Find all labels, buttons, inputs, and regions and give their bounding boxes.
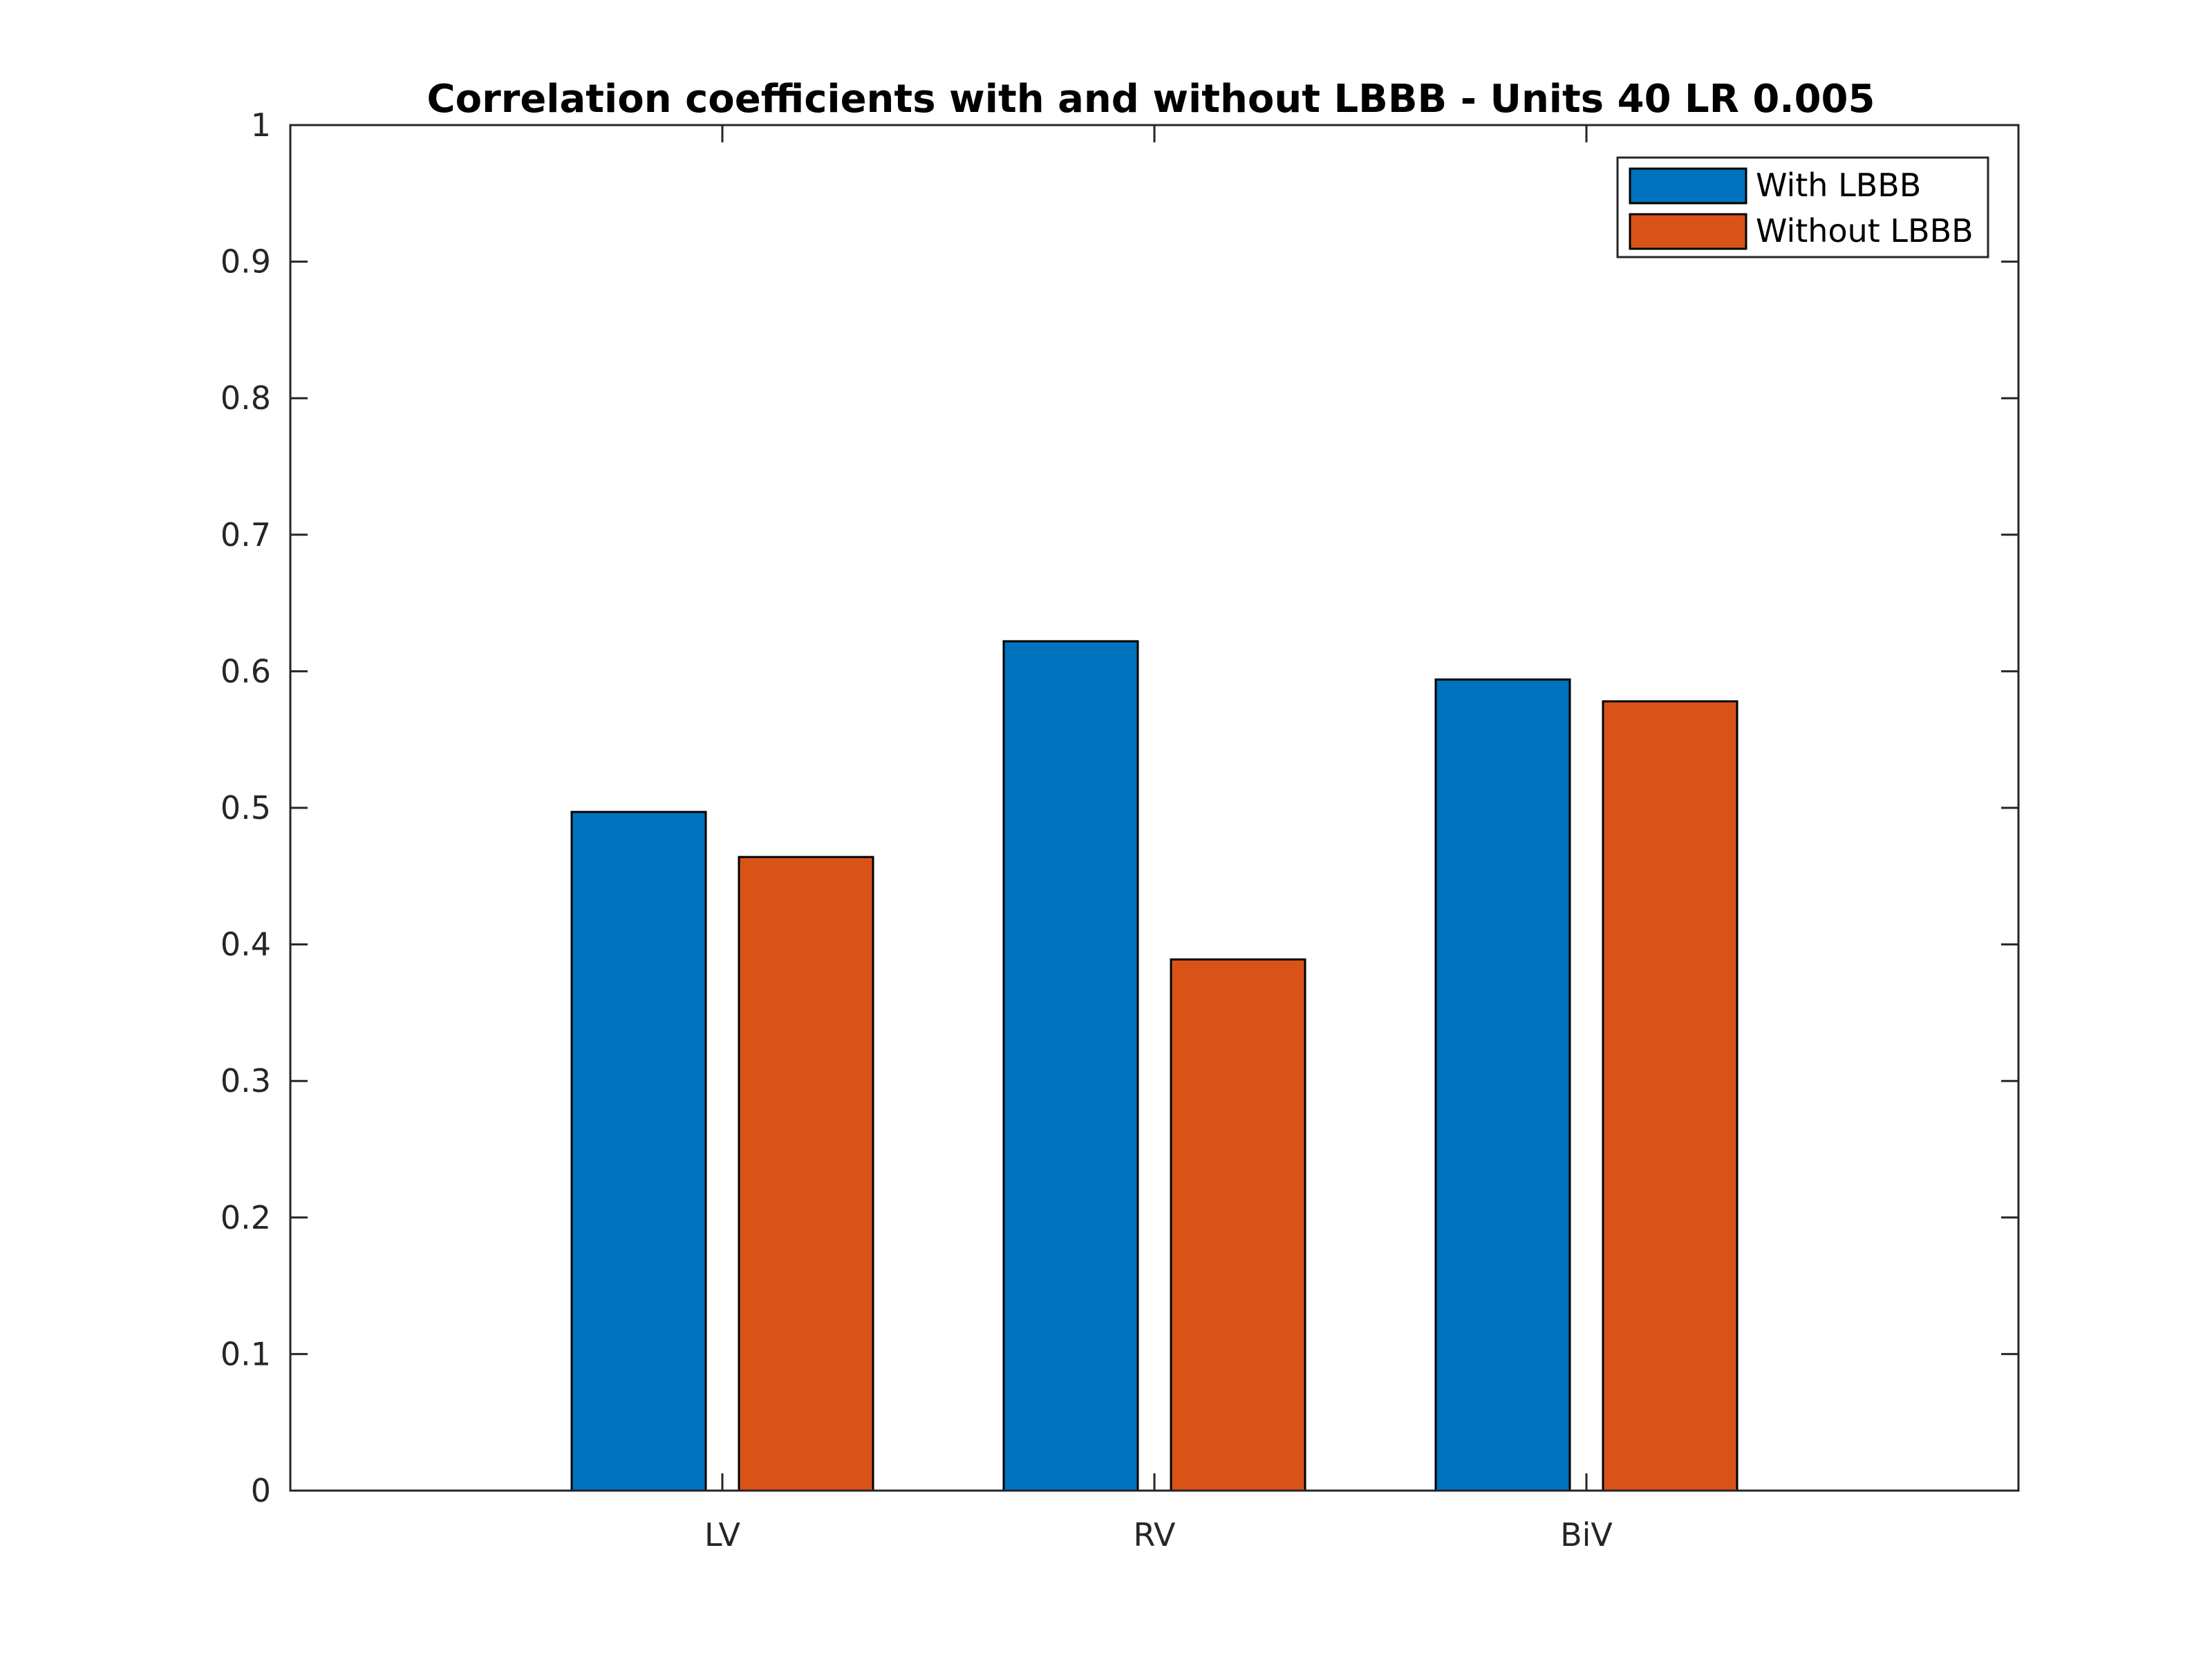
bar-lv-with-lbbb [570, 811, 707, 1492]
legend-label-without-lbbb: Without LBBB [1756, 212, 1974, 249]
ticks-layer [290, 124, 2018, 1492]
bar-biv-with-lbbb [1434, 678, 1571, 1492]
bars-layer [570, 640, 1738, 1492]
y-tick-label: 0.1 [221, 1335, 271, 1372]
x-tick-labels: LV RV BiV [704, 1516, 1613, 1554]
y-tick-label: 0.5 [221, 789, 271, 827]
legend-swatch-without-lbbb [1629, 213, 1747, 250]
bar-biv-without-lbbb [1602, 700, 1738, 1492]
y-tick-label: 0.8 [221, 379, 271, 417]
y-tick-labels: 0 0.1 0.2 0.3 0.4 0.5 0.6 0.7 0.8 0.9 1 [221, 106, 271, 1509]
y-tick-label: 0.4 [221, 926, 271, 963]
legend-swatch-with-lbbb [1629, 167, 1747, 205]
bar-rv-without-lbbb [1170, 958, 1306, 1492]
y-tick-label: 0.9 [221, 243, 271, 281]
y-tick-label: 0.6 [221, 652, 271, 690]
axes-box [289, 124, 2020, 1492]
legend-label-with-lbbb: With LBBB [1756, 167, 1921, 204]
y-tick-label: 1 [251, 106, 271, 144]
x-tick-label-lv: LV [704, 1516, 741, 1554]
chart-title: Correlation coefficients with and withou… [427, 77, 1875, 122]
bar-lv-without-lbbb [738, 856, 874, 1492]
y-tick-label: 0.3 [221, 1062, 271, 1099]
y-tick-label: 0.2 [221, 1199, 271, 1236]
x-tick-label-rv: RV [1134, 1516, 1176, 1554]
bar-rv-with-lbbb [1002, 640, 1139, 1492]
y-tick-label: 0 [251, 1472, 271, 1509]
y-tick-label: 0.7 [221, 516, 271, 554]
x-tick-label-biv: BiV [1560, 1516, 1613, 1554]
legend: With LBBB Without LBBB [1616, 156, 1989, 258]
